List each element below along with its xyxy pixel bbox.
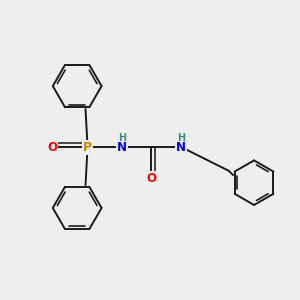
- Text: O: O: [47, 140, 57, 154]
- Text: N: N: [117, 140, 127, 154]
- Text: O: O: [146, 172, 157, 185]
- Text: H: H: [118, 133, 126, 142]
- Text: P: P: [83, 140, 92, 154]
- Text: H: H: [177, 133, 186, 142]
- Text: N: N: [176, 140, 186, 154]
